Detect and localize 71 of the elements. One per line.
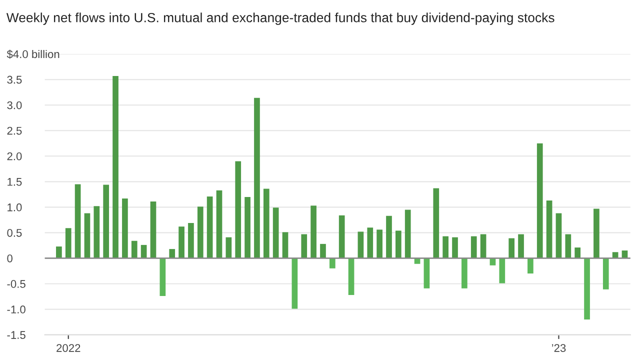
bar bbox=[94, 206, 100, 258]
bar bbox=[584, 258, 590, 320]
bar bbox=[556, 213, 562, 258]
bar bbox=[329, 258, 336, 268]
bar bbox=[528, 258, 534, 274]
bar bbox=[131, 240, 138, 258]
chart-title: Weekly net flows into U.S. mutual and exchange-traded funds that buy dividend-paying stocks bbox=[6, 12, 554, 25]
bar bbox=[574, 247, 581, 258]
bar bbox=[301, 234, 308, 258]
bar bbox=[169, 249, 176, 258]
bar bbox=[499, 258, 506, 284]
bar bbox=[206, 196, 213, 258]
bar bbox=[546, 200, 552, 258]
bar bbox=[235, 161, 242, 258]
bar bbox=[226, 237, 232, 258]
bar bbox=[216, 190, 222, 258]
bar bbox=[386, 216, 392, 258]
y-tick-label: -1.5 bbox=[7, 331, 26, 339]
bar bbox=[244, 196, 250, 258]
y-tick-label: 3.0 bbox=[7, 101, 22, 110]
bar bbox=[292, 258, 298, 309]
bar bbox=[536, 143, 543, 258]
bar bbox=[272, 208, 279, 258]
y-tick-label: 2.5 bbox=[7, 126, 22, 135]
y-tick-label: 3.5 bbox=[7, 76, 22, 84]
bar bbox=[74, 184, 81, 258]
y-tick-label: $4.0 billion bbox=[6, 50, 60, 59]
x-tick-label: 2022 bbox=[56, 344, 80, 352]
bar bbox=[594, 208, 600, 258]
bar bbox=[470, 236, 477, 258]
bar bbox=[338, 215, 345, 258]
bar bbox=[442, 236, 448, 258]
y-tick-label: -1.0 bbox=[7, 306, 26, 314]
bar bbox=[424, 258, 430, 288]
y-tick-label: 0 bbox=[7, 254, 12, 262]
bar bbox=[367, 228, 374, 258]
bar bbox=[348, 258, 354, 295]
bar bbox=[178, 226, 184, 258]
bar bbox=[254, 98, 260, 258]
bar bbox=[376, 230, 382, 258]
bar bbox=[112, 76, 118, 258]
bar bbox=[103, 184, 110, 258]
bar bbox=[433, 188, 440, 258]
bar bbox=[396, 230, 402, 258]
bar bbox=[565, 234, 572, 258]
bar bbox=[518, 234, 524, 258]
bar bbox=[602, 258, 609, 290]
bar bbox=[188, 222, 194, 258]
bar bbox=[480, 234, 486, 258]
bar bbox=[282, 232, 288, 258]
y-tick-label: 1.0 bbox=[8, 203, 22, 212]
x-tick-label: ’23 bbox=[552, 344, 566, 352]
bar bbox=[508, 238, 515, 258]
y-tick-label: 2.0 bbox=[7, 152, 22, 160]
bar bbox=[150, 202, 156, 258]
bar bbox=[160, 258, 166, 296]
bar bbox=[462, 258, 468, 288]
bar bbox=[122, 198, 128, 258]
bar bbox=[452, 237, 458, 258]
bar bbox=[358, 232, 364, 258]
bar bbox=[263, 188, 270, 258]
y-tick-label: -0.5 bbox=[7, 280, 26, 288]
bar bbox=[84, 213, 90, 258]
bar bbox=[65, 228, 72, 258]
y-tick-label: 0.5 bbox=[7, 228, 22, 237]
bar bbox=[197, 206, 204, 258]
y-tick-label: 1.5 bbox=[8, 178, 22, 186]
bar bbox=[320, 244, 326, 258]
bar bbox=[56, 246, 62, 258]
bar bbox=[310, 206, 316, 258]
bar bbox=[404, 210, 411, 258]
